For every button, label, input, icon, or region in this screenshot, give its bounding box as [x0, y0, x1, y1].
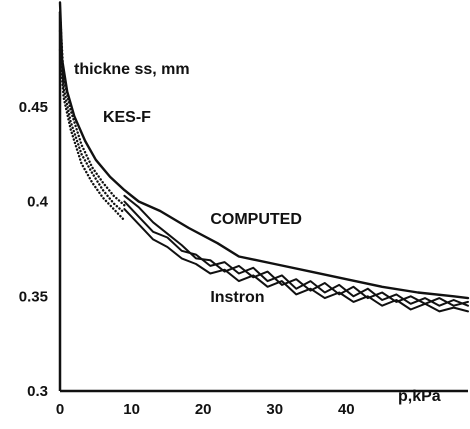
series-layer: [58, 1, 470, 313]
series-line-2: [58, 10, 126, 207]
x-tick-label: 40: [338, 401, 355, 418]
series-line-3: [58, 29, 126, 215]
annotation-layer: KES-F COMPUTED Instron: [103, 109, 302, 306]
y-axis-label: thickne ss, mm: [74, 61, 190, 78]
x-tick-label: 30: [266, 401, 283, 418]
series-line-5: [123, 200, 469, 307]
x-tick-label: 10: [123, 401, 140, 418]
annotation-label: COMPUTED: [210, 211, 302, 228]
y-tick-label: 0.35: [19, 288, 48, 305]
x-tick-label: 0: [56, 401, 64, 418]
annotation-label: Instron: [210, 289, 264, 306]
annotation-label: KES-F: [103, 109, 151, 126]
series-line-1: [58, 1, 470, 300]
x-axis-label: p,kPa: [398, 388, 441, 405]
y-tick-label: 0.3: [27, 383, 48, 400]
y-tick-label: 0.4: [27, 194, 49, 211]
series-line-7: [123, 194, 469, 307]
tick-layer: 0.3 0.35 0.4 0.45 0 10 20 30 40: [19, 99, 355, 418]
series-line-4: [58, 48, 126, 222]
x-tick-label: 20: [195, 401, 212, 418]
series-line-6: [123, 208, 469, 313]
y-tick-label: 0.45: [19, 99, 48, 116]
